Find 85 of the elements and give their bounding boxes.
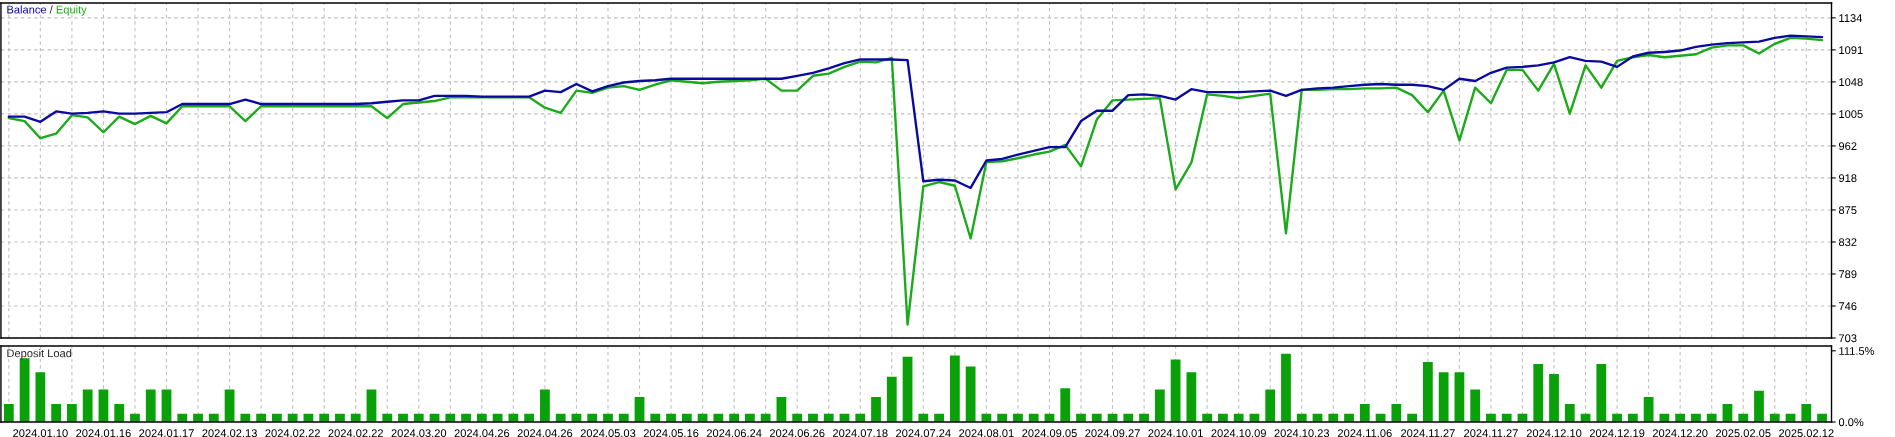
x-tick-label: 2024.02.22 (265, 429, 320, 437)
bar (1533, 363, 1544, 422)
y-tick-label: 1134 (1839, 14, 1863, 22)
y-tick-label: 746 (1839, 302, 1857, 311)
y-tick-label: 1048 (1839, 78, 1863, 87)
bar (1564, 404, 1575, 422)
x-tick-label: 2024.01.17 (139, 429, 194, 437)
x-tick-label: 2024.10.01 (1148, 429, 1203, 437)
x-tick-label: 2024.02.13 (202, 429, 257, 437)
bar (871, 397, 881, 422)
bar (1281, 353, 1291, 422)
bar (1549, 374, 1559, 422)
x-tick-label: 2024.05.16 (643, 429, 699, 437)
x-tick-label: 2024.12.19 (1589, 429, 1645, 437)
y-tick-label: 0.0% (1838, 418, 1864, 427)
chart-title: Deposit Load (7, 349, 72, 360)
x-tick-label: 2024.06.24 (706, 429, 762, 437)
x-tick-label: 2024.12.10 (1526, 429, 1582, 437)
y-tick-label: 789 (1839, 270, 1857, 279)
bar (886, 376, 897, 422)
y-tick-label: 962 (1838, 142, 1857, 151)
bar (366, 389, 377, 422)
x-tick-label: 2024.10.09 (1211, 429, 1266, 437)
y-tick-label: 918 (1838, 174, 1857, 183)
bar (965, 366, 976, 422)
bar (67, 404, 77, 422)
bar (1391, 404, 1402, 422)
x-tick-label: 2024.11.27 (1401, 429, 1455, 437)
bar (1154, 389, 1165, 422)
bar (3, 404, 14, 422)
y-tick-label: 111.5% (1839, 347, 1875, 355)
bar (1438, 372, 1449, 422)
x-tick-label: 2024.09.27 (1085, 429, 1140, 437)
x-tick-label: 2024.08.01 (959, 429, 1014, 437)
x-tick-label: 2025.02.05 (1715, 429, 1771, 437)
bar (902, 356, 913, 422)
y-tick-label: 832 (1838, 238, 1857, 247)
bar (224, 389, 235, 422)
x-tick-label: 2024.12.20 (1652, 429, 1708, 437)
bar (1186, 372, 1197, 422)
line-series (7, 36, 1824, 326)
bar (145, 389, 156, 422)
bar (98, 389, 109, 422)
x-tick-label: 2024.07.18 (833, 429, 888, 437)
bar (161, 389, 172, 422)
bar (1643, 397, 1654, 422)
x-tick-label: 2024.10.23 (1274, 429, 1330, 437)
bar (1422, 361, 1433, 422)
x-tick-label: 2024.03.20 (391, 429, 447, 437)
y-tick-label: 1005 (1839, 110, 1863, 119)
x-tick-label: 2024.01.10 (13, 429, 68, 437)
bar (949, 355, 960, 422)
bar (1454, 372, 1465, 422)
text: Equity (56, 5, 87, 16)
bar (1754, 390, 1764, 422)
x-tick-label: 2024.05.03 (580, 429, 636, 437)
y-tick-label: 1091 (1839, 46, 1863, 55)
bar (1170, 359, 1181, 422)
annotation: / (49, 5, 53, 14)
text: Balance (7, 5, 47, 14)
bar (1265, 389, 1276, 422)
x-tick-label: 2024.11.27 (1464, 429, 1518, 437)
bar (1596, 363, 1607, 422)
bar (114, 404, 125, 422)
x-tick-label: 2024.04.26 (517, 429, 573, 437)
bar (19, 358, 30, 422)
x-tick-label: 2024.09.05 (1022, 429, 1077, 437)
bar (1359, 404, 1370, 422)
x-tick-label: 2025.02.12 (1779, 429, 1834, 437)
x-tick-label: 2024.01.16 (76, 429, 131, 437)
bar (51, 404, 62, 422)
bar (35, 372, 46, 422)
x-tick-label: 2024.06.26 (769, 429, 825, 437)
y-tick-label: 875 (1838, 206, 1857, 215)
y-tick-label: 703 (1839, 334, 1857, 343)
bar (1060, 388, 1071, 422)
x-tick-label: 2024.11.06 (1337, 429, 1392, 437)
x-tick-label: 2024.04.26 (454, 429, 510, 437)
bar (540, 389, 550, 422)
bar (1470, 389, 1481, 422)
bar (1801, 404, 1812, 422)
x-tick-label: 2024.02.22 (328, 429, 383, 437)
bar (82, 389, 93, 422)
line-series (7, 34, 1824, 190)
x-tick-label: 2024.07.24 (896, 429, 951, 437)
